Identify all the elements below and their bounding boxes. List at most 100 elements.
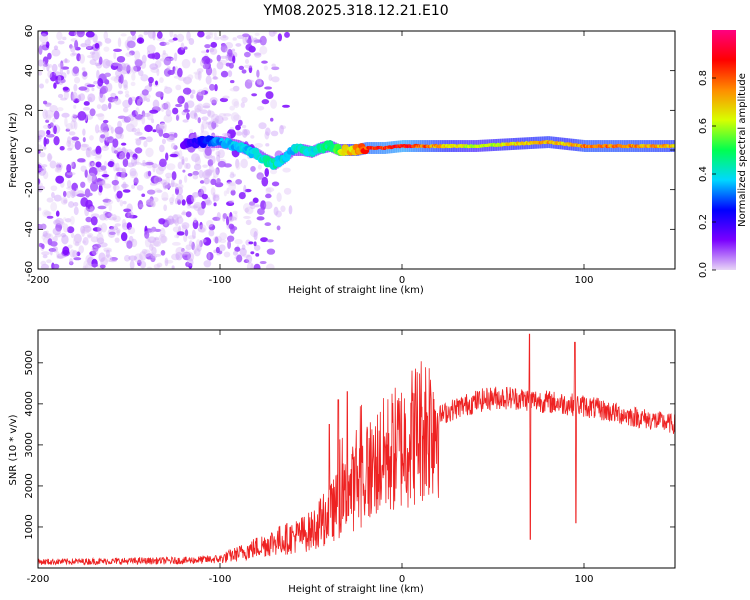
heatmap-noise-cell xyxy=(214,236,219,244)
heatmap-noise-cell xyxy=(231,98,239,107)
heatmap-noise-cell xyxy=(156,189,163,193)
heatmap-noise-cell xyxy=(259,81,263,86)
snr-panel: -200 -100 0 100 1000 2000 3000 4000 5000 Height… xyxy=(8,329,676,595)
heatmap-noise-cell xyxy=(103,144,107,149)
heatmap-noise-cell xyxy=(71,136,80,141)
heatmap-noise-cell xyxy=(81,143,89,148)
heatmap-noise-cell xyxy=(136,184,144,191)
heatmap-noise-cell xyxy=(162,132,170,139)
heatmap-noise-cell xyxy=(130,81,136,87)
heatmap-noise-cell xyxy=(129,170,139,179)
heatmap-x-ticks: -200 -100 0 100 xyxy=(27,31,594,286)
heatmap-noise-cell xyxy=(109,225,114,230)
heatmap-noise-cell xyxy=(89,59,97,65)
heatmap-noise-cell xyxy=(177,47,186,55)
heatmap-noise-cell xyxy=(271,76,280,83)
heatmap-noise-cell xyxy=(248,241,254,245)
heatmap-noise-cell xyxy=(222,212,228,220)
heatmap-noise-cell xyxy=(185,244,192,251)
heatmap-noise-cell xyxy=(81,240,87,244)
heatmap-noise-cell xyxy=(48,64,52,68)
heatmap-noise-cell xyxy=(87,146,92,152)
heatmap-noise-cell xyxy=(71,190,78,197)
heatmap-noise-cell xyxy=(51,191,55,199)
heatmap-noise-cell xyxy=(205,31,214,36)
heatmap-noise-cell xyxy=(271,63,276,68)
heatmap-noise-cell xyxy=(181,199,186,206)
heatmap-noise-cell xyxy=(93,243,101,249)
heatmap-noise-cell xyxy=(217,149,225,159)
heatmap-y-ticks: -60 -40 -20 0 20 40 60 xyxy=(24,25,675,277)
heatmap-noise-cell xyxy=(63,90,69,100)
heatmap-noise-cell xyxy=(245,254,253,264)
heatmap-noise-cell xyxy=(47,152,52,162)
heatmap-noise-cell xyxy=(276,225,281,231)
snr-y-tick-label: 3000 xyxy=(24,432,35,457)
heatmap-noise-cell xyxy=(82,107,91,111)
heatmap-noise-cell xyxy=(141,248,148,255)
heatmap-noise-cell xyxy=(232,173,236,177)
heatmap-noise-cell xyxy=(100,165,107,171)
heatmap-noise-cell xyxy=(196,91,204,102)
heatmap-noise-cell xyxy=(197,117,201,124)
heatmap-noise-cell xyxy=(250,263,254,269)
heatmap-noise-cell xyxy=(146,98,151,103)
heatmap-noise-cell xyxy=(100,222,108,233)
heatmap-noise-cell xyxy=(76,193,86,198)
heatmap-noise-cell xyxy=(161,197,169,201)
heatmap-noise-cell xyxy=(228,199,235,204)
heatmap-noise-cell xyxy=(283,187,292,195)
heatmap-noise-cell xyxy=(146,44,156,54)
heatmap-noise-cell xyxy=(74,140,81,151)
heatmap-noise-cell xyxy=(232,210,238,214)
heatmap-noise-cell xyxy=(167,215,175,226)
heatmap-noise-cell xyxy=(270,130,279,137)
heatmap-noise-cell xyxy=(238,65,245,70)
heatmap-noise-cell xyxy=(102,178,106,187)
heatmap-noise-cell xyxy=(70,232,75,239)
heatmap-noise-cell xyxy=(50,185,58,192)
heatmap-noise-cell xyxy=(232,37,237,41)
heatmap-noise-cell xyxy=(235,178,243,185)
heatmap-noise-cell xyxy=(152,99,160,109)
colorbar-tick-label: 0.4 xyxy=(698,166,709,182)
heatmap-noise-cell xyxy=(52,246,58,253)
heatmap-noise-cell xyxy=(52,227,62,236)
heatmap-noise-cell xyxy=(75,187,79,195)
heatmap-noise-cell xyxy=(127,114,135,122)
heatmap-noise-cell xyxy=(120,231,128,242)
heatmap-noise-cell xyxy=(84,169,88,178)
heatmap-noise-cell xyxy=(73,257,82,261)
heatmap-noise-cell xyxy=(284,31,290,38)
heatmap-noise-cell xyxy=(62,190,67,198)
heatmap-noise-cell xyxy=(152,165,156,173)
heatmap-noise-cell xyxy=(129,168,137,177)
heatmap-noise-cell xyxy=(227,216,237,221)
heatmap-noise-cell xyxy=(133,65,142,72)
heatmap-noise-cell xyxy=(244,206,254,215)
heatmap-noise-cell xyxy=(165,176,171,185)
heatmap-noise-cell xyxy=(138,69,144,77)
heatmap-noise-cell xyxy=(115,167,124,172)
heatmap-noise-cell xyxy=(83,260,89,269)
heatmap-noise-cell xyxy=(171,171,177,181)
heatmap-noise-cell xyxy=(225,62,231,67)
heatmap-noise-cell xyxy=(87,192,93,197)
heatmap-noise-cell xyxy=(244,79,253,89)
heatmap-noise-cell xyxy=(53,125,57,135)
heatmap-noise-cell xyxy=(219,232,228,240)
heatmap-noise-cell xyxy=(164,85,168,90)
heatmap-noise-cell xyxy=(187,252,195,262)
heatmap-noise-cell xyxy=(46,259,52,264)
heatmap-noise-cell xyxy=(91,245,99,256)
heatmap-noise-cell xyxy=(132,153,138,160)
heatmap-noise-cell xyxy=(175,103,183,108)
heatmap-noise-cell xyxy=(134,147,143,154)
heatmap-noise-cell xyxy=(45,230,49,234)
heatmap-noise-cell xyxy=(144,238,152,248)
heatmap-noise-cell xyxy=(46,62,50,72)
heatmap-noise-cell xyxy=(224,48,229,53)
heatmap-noise-cell xyxy=(270,169,278,175)
heatmap-noise-cell xyxy=(83,101,90,106)
heatmap-noise-cell xyxy=(151,246,157,256)
